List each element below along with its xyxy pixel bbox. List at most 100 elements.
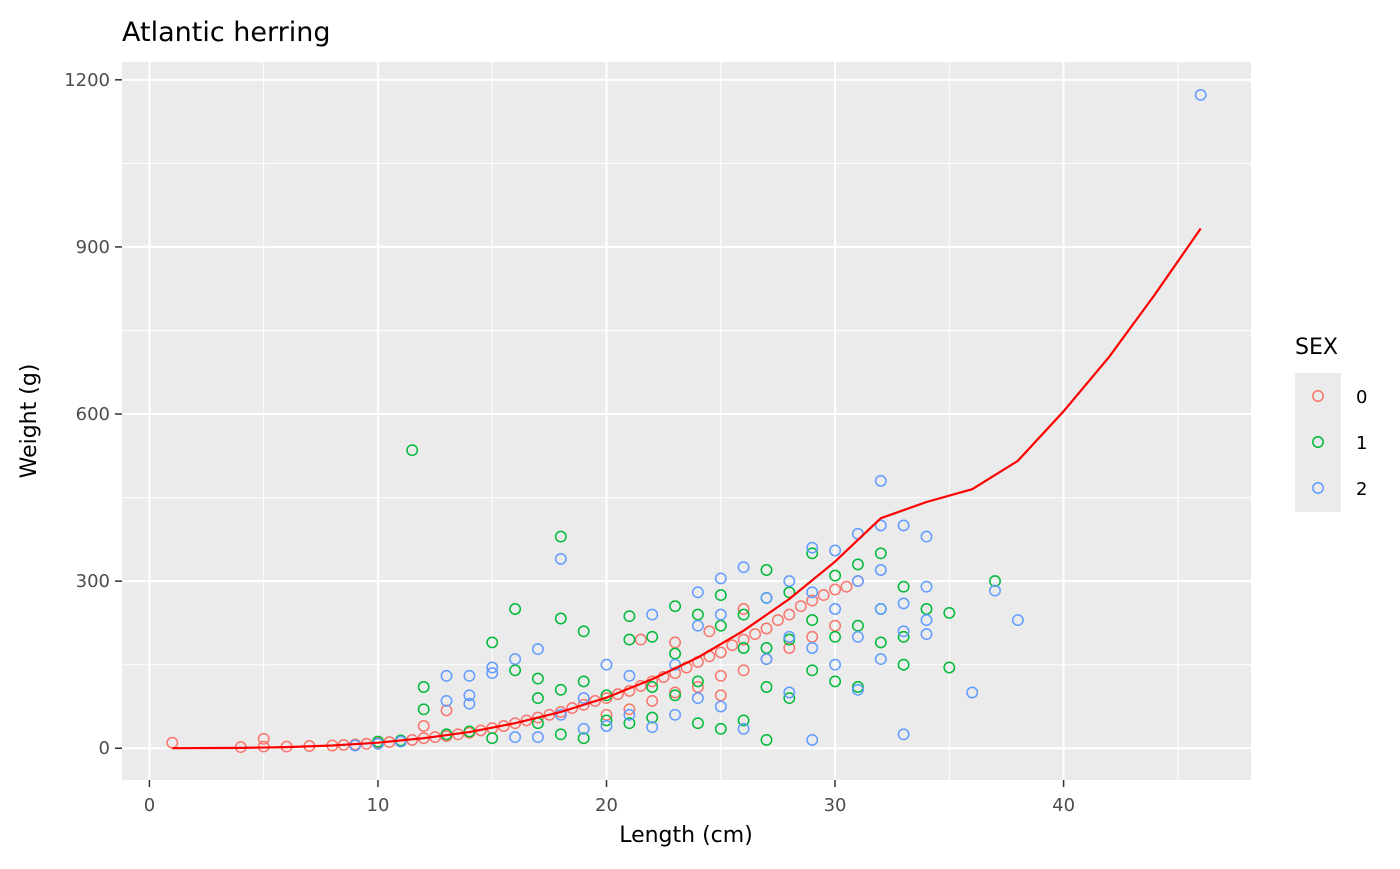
legend-label-0: 0 [1356,387,1367,408]
data-point [600,714,613,727]
data-point [989,575,1001,588]
data-point [760,622,773,635]
data-point [703,625,716,638]
data-point [714,572,727,585]
data-point [509,664,522,677]
data-point [783,692,796,705]
data-point [646,630,659,643]
data-point [737,633,750,646]
data-point [874,519,887,532]
data-point [531,692,544,705]
data-point [257,732,270,745]
data-point [760,591,773,604]
data-point [554,708,567,721]
data-point [783,630,796,643]
data-point [577,692,590,705]
data-point [806,541,819,554]
data-point [486,661,499,674]
data-point [531,711,544,724]
data-point [806,733,819,746]
data-point [966,686,979,699]
data-point [851,683,864,696]
data-point [646,608,659,621]
scatter-points [166,88,1207,754]
data-point [760,681,773,693]
y-axis-ticks: 0 300 600 900 1200 [64,70,122,759]
data-point [943,661,956,674]
data-point [920,614,933,627]
data-point [691,692,704,705]
x-tick-label: 30 [824,795,847,816]
data-point [714,646,727,659]
fit-line [172,227,1202,750]
data-point [634,633,647,646]
data-point [646,694,659,707]
data-point [851,558,864,571]
data-point [714,722,727,735]
data-point [749,628,762,641]
data-point [577,698,590,711]
data-point [806,614,819,627]
data-point [554,552,567,565]
data-point [897,597,910,610]
data-point [760,733,773,746]
data-point [737,664,750,677]
data-point [669,600,682,613]
data-point [874,603,887,615]
x-tick-label: 10 [367,795,390,816]
data-point [714,608,727,621]
data-point [737,714,750,727]
data-point [669,636,682,649]
data-point [783,642,796,654]
data-point [989,584,1001,597]
data-point [486,636,499,649]
data-point [874,547,887,560]
legend-items: 0 1 2 [1312,387,1367,500]
data-point [417,703,430,716]
x-tick-label: 20 [595,795,618,816]
data-point [577,625,590,638]
data-point [737,642,750,654]
data-point [829,583,842,596]
data-point [417,681,430,693]
data-point [783,586,796,599]
legend-label-1: 1 [1356,433,1367,454]
data-point [714,689,727,702]
data-point [509,731,522,744]
data-point [509,653,522,666]
data-point [874,564,887,576]
data-point [623,610,636,623]
data-point [851,575,864,588]
data-point [920,628,933,641]
data-point [600,658,613,671]
series-sex-1 [372,444,1001,748]
legend-title: SEX [1295,335,1338,360]
data-point [1011,614,1024,627]
data-point [463,697,476,710]
data-point [760,653,773,666]
data-point [554,530,567,543]
y-tick-label: 300 [76,571,110,592]
data-point [897,580,910,593]
data-point [771,614,784,627]
x-tick-label: 40 [1052,795,1075,816]
legend-key-1 [1312,436,1324,448]
data-point [531,672,544,685]
data-point [691,619,704,632]
data-point [874,474,887,487]
data-point [897,630,910,643]
fit-line-group [172,227,1202,750]
y-tick-label: 1200 [64,70,110,91]
data-point [554,683,567,696]
data-point [737,561,750,574]
data-point [806,586,819,599]
data-point [829,675,842,688]
data-point [783,686,796,699]
data-point [531,643,544,656]
data-point [897,519,910,532]
data-point [440,704,453,717]
data-point [440,669,453,682]
data-point [851,630,864,643]
